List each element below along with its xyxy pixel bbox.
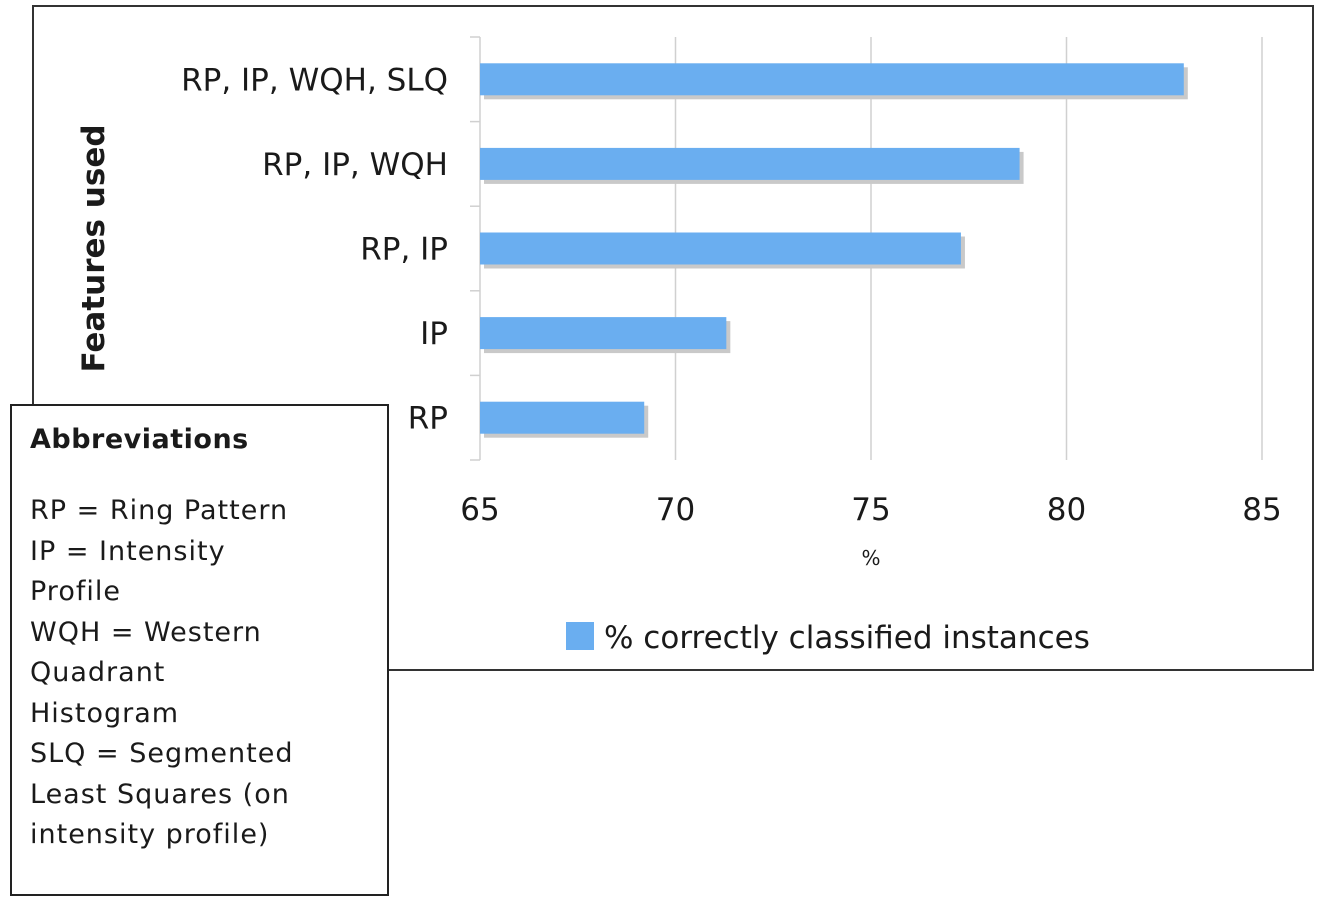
abbreviation-line: Quadrant — [30, 657, 166, 688]
abbreviation-line: SLQ = Segmented — [30, 738, 294, 769]
abbreviations-title: Abbreviations — [30, 424, 249, 455]
abbreviation-line: Histogram — [30, 697, 180, 729]
bar-chart: 65 70 75 80 85 RP, IP, WQH, SLQ RP, IP, WQH RP,… — [76, 36, 1282, 656]
legend-swatch — [566, 622, 594, 650]
abbreviations-list: RP = Ring Pattern IP = Intensity Profile… — [30, 491, 387, 856]
abbreviation-line: intensity profile) — [30, 819, 270, 850]
x-tick-label: 75 — [851, 492, 890, 528]
category-label: RP, IP — [360, 232, 448, 268]
abbreviation-line: IP = Intensity — [30, 535, 226, 567]
x-axis-title: % — [861, 546, 880, 570]
category-label: IP — [420, 316, 448, 352]
x-tick-label: 70 — [656, 492, 695, 528]
bar — [480, 63, 1184, 96]
y-axis-title: Features used — [76, 124, 112, 372]
category-label: RP, IP, WQH — [262, 147, 448, 183]
bar — [480, 317, 727, 350]
category-label: RP, IP, WQH, SLQ — [181, 62, 448, 98]
x-tick-label: 65 — [460, 492, 499, 528]
category-label: RP — [408, 401, 448, 437]
x-tick-label: 85 — [1242, 492, 1281, 528]
abbreviation-line: WQH = Western — [30, 616, 262, 648]
bar — [480, 401, 645, 434]
bar — [480, 147, 1020, 180]
abbreviation-line: Profile — [30, 576, 121, 607]
legend-label: % correctly classified instances — [604, 620, 1090, 656]
abbreviation-line: RP = Ring Pattern — [30, 495, 289, 526]
abbreviation-line: Least Squares (on — [30, 778, 290, 810]
abbreviations-box: Abbreviations RP = Ring Pattern IP = Int… — [10, 404, 389, 896]
bar — [480, 232, 961, 265]
x-tick-label: 80 — [1047, 492, 1086, 528]
